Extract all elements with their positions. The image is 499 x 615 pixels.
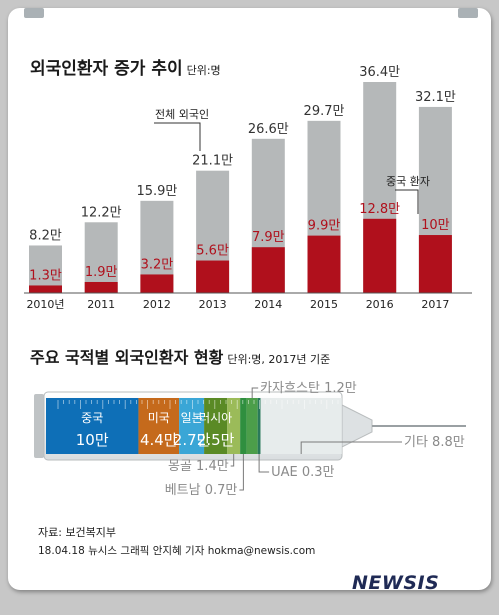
- nation-chart-title-text: 주요 국적별 외국인환자 현황: [30, 348, 224, 367]
- source-note: 자료: 보건복지부: [38, 526, 117, 539]
- china-bar: [196, 260, 230, 293]
- segment-name-label: 러시아: [199, 411, 232, 425]
- total-value-label: 12.2만: [81, 205, 122, 220]
- total-value-label: 15.9만: [136, 184, 177, 199]
- x-tick-label: 2017: [421, 298, 449, 311]
- segment-label-outside: 카자흐스탄 1.2만: [260, 381, 357, 396]
- growth-chart-title-text: 외국인환자 증가 추이: [30, 59, 183, 79]
- segment-value-label: 2.7만: [173, 431, 211, 449]
- segment-label-outside: 베트남 0.7만: [165, 483, 238, 498]
- segment-6: [240, 398, 247, 454]
- total-value-label: 26.6만: [248, 122, 289, 137]
- segment-3: [179, 398, 205, 454]
- segment-name-label: 일본: [181, 411, 203, 425]
- segment-2: [138, 398, 180, 454]
- credit-note: 18.04.18 뉴시스 그래픽 안지혜 기자 hokma@newsis.com: [38, 545, 316, 557]
- card-clip-right: [458, 8, 478, 18]
- china-value-label: 10만: [421, 218, 450, 233]
- china-bar: [418, 235, 452, 293]
- segment-label-outside: 기타 8.8만: [404, 435, 465, 450]
- nation-chart-unit: 단위:명, 2017년 기준: [227, 353, 331, 366]
- total-value-label: 32.1만: [415, 90, 456, 105]
- x-tick-label: 2016: [366, 298, 394, 311]
- nation-chart-title: 주요 국적별 외국인환자 현황 단위:명, 2017년 기준: [30, 344, 330, 368]
- china-value-label: 1.3만: [29, 268, 62, 283]
- china-value-label: 9.9만: [308, 219, 341, 234]
- china-value-label: 5.6만: [196, 244, 229, 259]
- total-bar: [84, 222, 118, 293]
- leader-lines: [230, 387, 402, 491]
- segment-label-outside: 몽골 1.4만: [168, 459, 229, 474]
- segment-label-outside: UAE 0.3만: [271, 465, 334, 480]
- total-value-label: 29.7만: [304, 104, 345, 119]
- segment-value-label: 2.5만: [197, 431, 235, 449]
- x-tick-label: 2012: [143, 298, 171, 311]
- segment-4: [204, 398, 228, 454]
- growth-chart-unit: 단위:명: [186, 64, 221, 77]
- syringe-plunger-cap: [34, 394, 44, 458]
- leader-mongolia: [230, 454, 235, 467]
- segment-1: [46, 398, 139, 454]
- total-value-label: 8.2만: [29, 228, 62, 243]
- china-value-label: 1.9만: [85, 265, 118, 280]
- segment-value-label: 4.4만: [140, 431, 178, 449]
- china-bar: [140, 274, 174, 293]
- segment-value-label: 10만: [76, 431, 109, 449]
- growth-chart-title: 외국인환자 증가 추이 단위:명: [30, 54, 221, 79]
- segment-name-label: 중국: [81, 411, 103, 425]
- china-callout-line: [395, 189, 419, 214]
- china-value-label: 3.2만: [141, 257, 174, 272]
- leader-kazakhstan: [251, 387, 259, 398]
- china-callout-text: 중국 환자: [386, 175, 430, 188]
- china-value-label: 7.9만: [252, 230, 285, 245]
- total-callout-line: [154, 122, 201, 151]
- segment-7: [246, 398, 258, 454]
- china-bar: [29, 285, 62, 293]
- x-tick-label: 2014: [254, 298, 282, 311]
- syringe-tip: [341, 404, 373, 448]
- infographic-card: [8, 8, 491, 590]
- china-bar: [307, 235, 341, 293]
- newsis-logo: NEWSIS: [352, 572, 440, 594]
- leader-etc: [300, 441, 402, 454]
- segment-5: [227, 398, 241, 454]
- china-bar: [363, 218, 397, 293]
- china-callout: 중국 환자: [386, 175, 430, 214]
- x-tick-label: 2011: [87, 298, 115, 311]
- total-value-label: 21.1만: [192, 154, 233, 169]
- total-callout: 전체 외국인: [154, 108, 209, 151]
- x-tick-label: 2015: [310, 298, 338, 311]
- segment-name-label: 미국: [148, 411, 170, 425]
- china-bar: [84, 281, 118, 293]
- china-bar: [251, 247, 285, 293]
- segment-8: [257, 398, 261, 454]
- china-value-label: 12.8만: [359, 202, 400, 217]
- total-callout-text: 전체 외국인: [155, 108, 209, 121]
- total-value-label: 36.4만: [359, 65, 400, 80]
- leader-uae: [258, 454, 270, 473]
- card-clip-left: [24, 8, 44, 18]
- leader-vietnam: [239, 454, 244, 491]
- x-tick-label: 2010년: [26, 298, 64, 311]
- total-bar: [29, 245, 62, 293]
- x-tick-label: 2013: [199, 298, 227, 311]
